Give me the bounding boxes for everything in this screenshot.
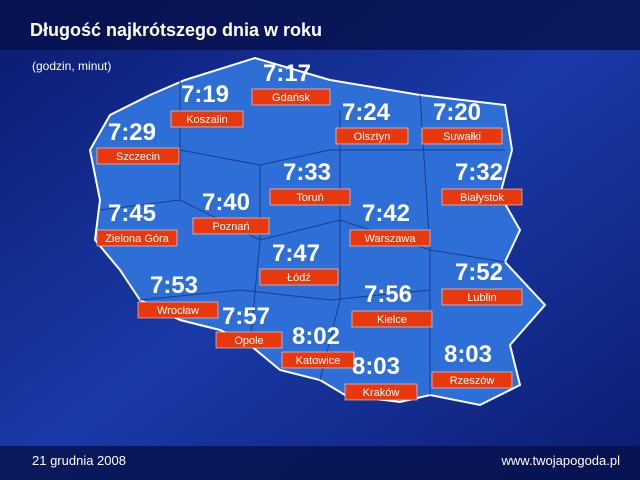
city-name: Toruń — [296, 192, 324, 204]
city-label-box — [251, 88, 331, 106]
city-label-box — [96, 147, 180, 165]
city-label-box — [170, 110, 244, 128]
city-name: Katowice — [296, 355, 341, 367]
city-name: Kraków — [363, 387, 400, 399]
city-time: 7:32 — [455, 159, 503, 186]
city-time: 7:45 — [108, 200, 156, 227]
city-name: Suwałki — [443, 131, 481, 143]
city-name: Lublin — [467, 292, 496, 304]
city-label-box — [259, 268, 339, 286]
city-markers: 7:17 Gdańsk 7:19 Koszalin 7:24 Olsztyn 7:20 Suw… — [96, 60, 523, 401]
city-time: 8:03 — [352, 353, 400, 380]
city-name: Koszalin — [186, 114, 228, 126]
city-label-box — [269, 188, 351, 206]
city-time: 7:20 — [433, 99, 481, 126]
city-name: Gdańsk — [272, 92, 310, 104]
footer-website: www.twojapogoda.pl — [500, 453, 620, 468]
city-time: 7:57 — [222, 303, 270, 330]
city-name: Olsztyn — [354, 131, 391, 143]
footer-date: 21 grudnia 2008 — [32, 453, 126, 468]
city-label-box — [431, 371, 513, 389]
city-time: 7:40 — [202, 189, 250, 216]
city-name: Zielona Góra — [105, 233, 169, 245]
city-label-box — [215, 331, 283, 349]
title: Długość najkrótszego dnia w roku — [30, 20, 322, 40]
city-time: 7:24 — [342, 99, 391, 126]
city-label-box — [349, 229, 431, 247]
city-time: 8:02 — [292, 323, 340, 350]
city-label-box — [421, 127, 503, 145]
city-time: 7:19 — [181, 81, 229, 108]
city-name: Białystok — [460, 192, 505, 204]
footer-band — [0, 446, 640, 480]
city-time: 7:52 — [455, 259, 503, 286]
city-label-box — [344, 383, 418, 401]
region-borders — [99, 80, 506, 395]
city-label-box — [281, 351, 355, 369]
city-time: 7:53 — [150, 272, 198, 299]
subtitle: (godzin, minut) — [32, 59, 111, 73]
city-time: 8:03 — [444, 341, 492, 368]
header-band — [0, 0, 640, 50]
city-time: 7:42 — [362, 200, 410, 227]
city-name: Warszawa — [365, 233, 417, 245]
city-label-box — [351, 310, 433, 328]
city-name: Szczecin — [116, 151, 160, 163]
city-label-box — [335, 127, 409, 145]
city-name: Poznań — [212, 221, 249, 233]
city-time: 7:33 — [283, 159, 331, 186]
city-name: Opole — [234, 335, 263, 347]
city-time: 7:17 — [263, 60, 311, 87]
city-name: Łódź — [287, 272, 311, 284]
city-time: 7:56 — [364, 281, 412, 308]
city-label-box — [441, 188, 523, 206]
city-name: Rzeszów — [450, 375, 495, 387]
city-time: 7:47 — [272, 240, 320, 267]
city-name: Kielce — [377, 314, 407, 326]
city-time: 7:29 — [108, 119, 156, 146]
city-label-box — [192, 217, 270, 235]
city-label-box — [96, 229, 178, 247]
city-name: Wrocław — [157, 305, 199, 317]
city-label-box — [137, 301, 219, 319]
city-label-box — [441, 288, 523, 306]
